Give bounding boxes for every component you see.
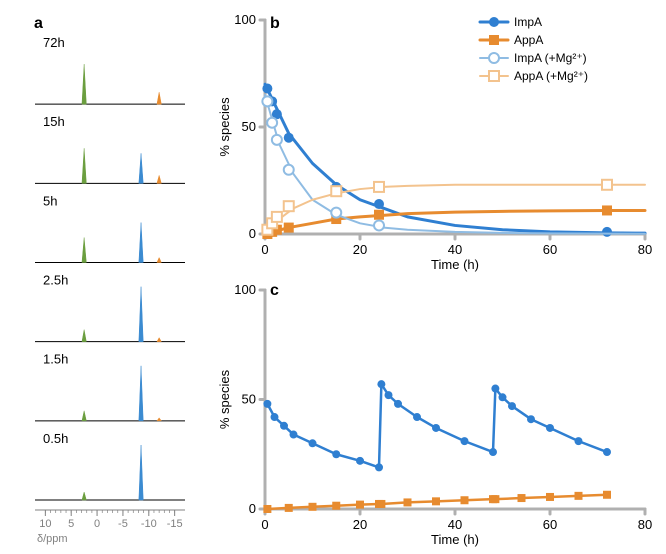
svg-text:0: 0 — [261, 517, 268, 532]
svg-text:% species: % species — [217, 369, 232, 429]
svg-text:0: 0 — [249, 226, 256, 241]
svg-text:100: 100 — [234, 282, 256, 297]
svg-text:1.5h: 1.5h — [43, 352, 68, 367]
svg-text:0: 0 — [94, 518, 100, 530]
svg-text:20: 20 — [353, 242, 367, 257]
svg-text:% species: % species — [217, 97, 232, 157]
svg-text:20: 20 — [353, 517, 367, 532]
svg-text:60: 60 — [543, 242, 557, 257]
svg-text:AppA: AppA — [514, 33, 543, 47]
svg-text:5: 5 — [68, 518, 74, 530]
svg-text:60: 60 — [543, 517, 557, 532]
svg-text:80: 80 — [638, 242, 652, 257]
svg-text:AppA (+Mg²⁺): AppA (+Mg²⁺) — [514, 69, 588, 83]
svg-text:15h: 15h — [43, 114, 65, 129]
svg-text:Time (h): Time (h) — [431, 257, 479, 272]
panel-a-spectra: 72h 15h 5h 2.5h 1.5h 0.5h 10 5 0 -5 -10 -15 δ/ppm — [15, 18, 195, 548]
panel-b-chart: 0 50 100 0 20 40 60 80 % species Time (h) ImpA AppA… — [210, 2, 660, 272]
svg-text:0: 0 — [261, 242, 268, 257]
svg-text:80: 80 — [638, 517, 652, 532]
svg-text:0.5h: 0.5h — [43, 431, 68, 446]
svg-text:50: 50 — [242, 392, 256, 407]
svg-text:-10: -10 — [141, 518, 157, 530]
svg-text:5h: 5h — [43, 193, 57, 208]
svg-text:100: 100 — [234, 12, 256, 27]
svg-text:10: 10 — [39, 518, 51, 530]
svg-text:ImpA: ImpA — [514, 15, 542, 29]
panel-c-chart: 0 50 100 0 20 40 60 80 % species Time (h) — [210, 272, 660, 547]
svg-text:δ/ppm: δ/ppm — [37, 533, 68, 545]
svg-text:ImpA (+Mg²⁺): ImpA (+Mg²⁺) — [514, 51, 587, 65]
svg-text:40: 40 — [448, 517, 462, 532]
svg-text:Time (h): Time (h) — [431, 532, 479, 547]
svg-text:72h: 72h — [43, 35, 65, 50]
svg-text:-5: -5 — [118, 518, 128, 530]
svg-text:2.5h: 2.5h — [43, 273, 68, 288]
svg-text:50: 50 — [242, 119, 256, 134]
svg-text:-15: -15 — [167, 518, 183, 530]
svg-text:40: 40 — [448, 242, 462, 257]
svg-text:0: 0 — [249, 501, 256, 516]
